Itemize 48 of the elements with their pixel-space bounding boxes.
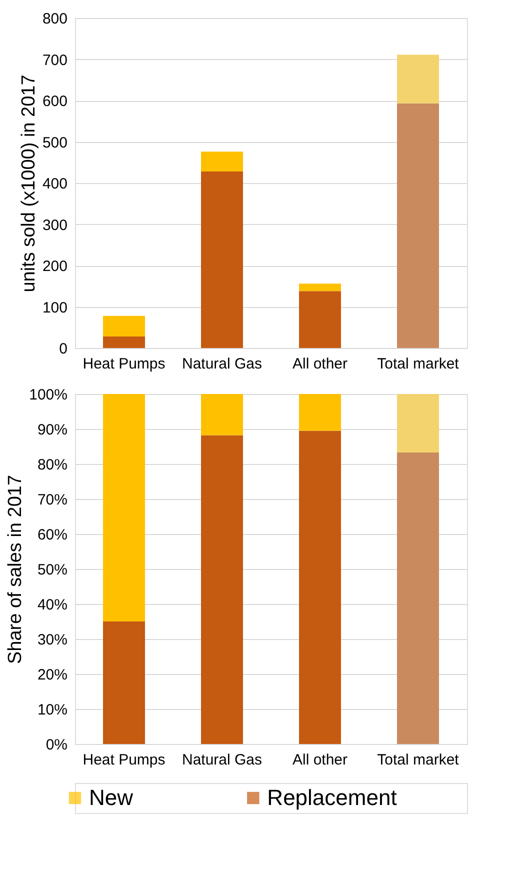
y-tick-label: 100% [29,386,68,404]
y-tick-label: 300 [42,216,68,234]
y-tick-label: 30% [37,632,68,648]
bar [201,435,243,744]
y-tick-label: 70% [37,492,68,508]
bar [201,171,243,348]
y-tick-label: 400 [42,176,68,192]
y-tick-label: 600 [42,93,68,110]
y-axis-title: units sold (x1000) in 2017 [18,74,40,292]
x-tick-label: Heat Pumps [82,752,166,768]
x-tick-label: All other [292,752,348,768]
bar [103,394,145,622]
bar [397,452,439,744]
x-tick-label: Total market [377,356,460,372]
bar [299,430,341,744]
bar [201,152,243,172]
bar [299,284,341,292]
y-tick-label: 800 [42,10,68,28]
x-tick-label: All other [292,356,348,372]
y-tick-label: 60% [37,526,68,544]
y-tick-label: 90% [37,422,68,438]
bar [299,291,341,348]
y-tick-label: 0 [59,340,68,358]
y-tick-label: 100 [42,299,68,316]
x-tick-label: Natural Gas [182,752,262,768]
legend-label: New [89,785,134,810]
y-tick-label: 40% [37,596,68,614]
y-tick-label: 200 [42,258,68,275]
bar [201,394,243,436]
x-tick-label: Total market [377,752,460,768]
y-tick-label: 80% [37,456,68,474]
x-tick-label: Heat Pumps [82,356,166,372]
y-tick-label: 500 [42,134,68,152]
bar [397,103,439,348]
y-tick-label: 20% [37,666,68,684]
y-tick-label: 50% [37,562,68,578]
bar [103,336,145,348]
y-tick-label: 10% [37,702,68,718]
bar [299,394,341,431]
bar [397,394,439,452]
x-tick-label: Natural Gas [182,356,262,372]
y-tick-label: 0% [46,736,68,754]
y-axis-title: Share of sales in 2017 [5,474,26,664]
bar [103,622,145,744]
legend-label: Replacement [267,785,397,810]
bar [397,54,439,104]
bar [103,316,145,336]
y-tick-label: 700 [42,52,68,69]
